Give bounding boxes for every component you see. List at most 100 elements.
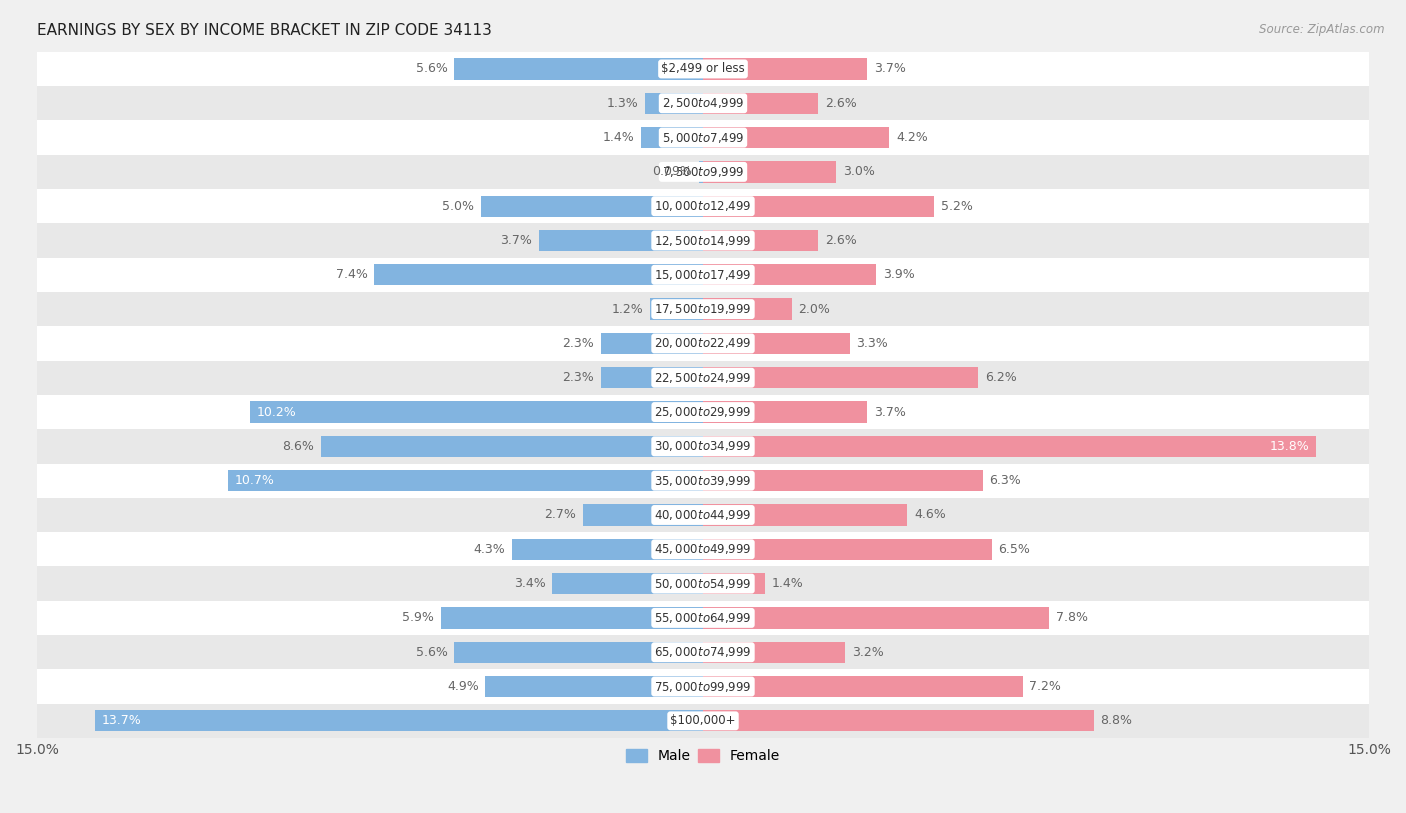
Bar — [650, 298, 703, 320]
Bar — [228, 470, 703, 491]
Bar — [703, 230, 818, 251]
Text: 1.3%: 1.3% — [607, 97, 638, 110]
Bar — [703, 504, 907, 526]
Bar — [454, 641, 703, 663]
Text: 2.6%: 2.6% — [825, 234, 856, 247]
Text: $7,500 to $9,999: $7,500 to $9,999 — [662, 165, 744, 179]
Text: 2.3%: 2.3% — [562, 372, 595, 385]
Bar — [37, 258, 1369, 292]
Text: $10,000 to $12,499: $10,000 to $12,499 — [654, 199, 752, 213]
Bar — [454, 59, 703, 80]
Bar — [703, 264, 876, 285]
Text: $15,000 to $17,499: $15,000 to $17,499 — [654, 267, 752, 282]
Bar — [321, 436, 703, 457]
Bar — [37, 224, 1369, 258]
Bar — [703, 470, 983, 491]
Text: $22,500 to $24,999: $22,500 to $24,999 — [654, 371, 752, 385]
Bar — [37, 429, 1369, 463]
Text: 13.8%: 13.8% — [1270, 440, 1309, 453]
Text: 3.0%: 3.0% — [842, 165, 875, 178]
Bar — [37, 395, 1369, 429]
Text: 6.2%: 6.2% — [986, 372, 1017, 385]
Bar — [703, 333, 849, 354]
Bar — [703, 607, 1049, 628]
Bar — [703, 298, 792, 320]
Text: $17,500 to $19,999: $17,500 to $19,999 — [654, 302, 752, 316]
Text: 0.09%: 0.09% — [652, 165, 692, 178]
Bar — [703, 641, 845, 663]
Bar — [600, 333, 703, 354]
Text: 5.9%: 5.9% — [402, 611, 434, 624]
Bar — [37, 669, 1369, 704]
Text: 6.5%: 6.5% — [998, 543, 1031, 556]
Bar — [641, 127, 703, 148]
Text: 1.4%: 1.4% — [772, 577, 804, 590]
Bar — [703, 402, 868, 423]
Text: $40,000 to $44,999: $40,000 to $44,999 — [654, 508, 752, 522]
Bar — [37, 154, 1369, 189]
Bar — [374, 264, 703, 285]
Bar — [37, 567, 1369, 601]
Text: 8.6%: 8.6% — [283, 440, 315, 453]
Text: $50,000 to $54,999: $50,000 to $54,999 — [654, 576, 752, 590]
Bar — [703, 573, 765, 594]
Text: 7.8%: 7.8% — [1056, 611, 1088, 624]
Bar — [94, 711, 703, 732]
Legend: Male, Female: Male, Female — [620, 744, 786, 769]
Text: $20,000 to $22,499: $20,000 to $22,499 — [654, 337, 752, 350]
Bar — [37, 326, 1369, 361]
Bar — [37, 86, 1369, 120]
Text: 3.3%: 3.3% — [856, 337, 889, 350]
Bar — [600, 367, 703, 389]
Text: 3.7%: 3.7% — [875, 406, 905, 419]
Bar — [699, 161, 703, 182]
Bar — [37, 635, 1369, 669]
Text: $55,000 to $64,999: $55,000 to $64,999 — [654, 611, 752, 625]
Text: $45,000 to $49,999: $45,000 to $49,999 — [654, 542, 752, 556]
Bar — [485, 676, 703, 698]
Bar — [703, 59, 868, 80]
Text: 1.4%: 1.4% — [602, 131, 634, 144]
Text: 4.2%: 4.2% — [896, 131, 928, 144]
Bar — [37, 704, 1369, 738]
Bar — [703, 436, 1316, 457]
Bar — [37, 533, 1369, 567]
Bar — [37, 601, 1369, 635]
Bar — [703, 93, 818, 114]
Text: 3.4%: 3.4% — [513, 577, 546, 590]
Bar — [553, 573, 703, 594]
Bar — [538, 230, 703, 251]
Bar — [37, 189, 1369, 224]
Text: $65,000 to $74,999: $65,000 to $74,999 — [654, 646, 752, 659]
Text: 13.7%: 13.7% — [101, 715, 141, 728]
Text: 5.2%: 5.2% — [941, 200, 973, 213]
Text: 3.7%: 3.7% — [875, 63, 905, 76]
Text: 5.6%: 5.6% — [416, 646, 447, 659]
Text: EARNINGS BY SEX BY INCOME BRACKET IN ZIP CODE 34113: EARNINGS BY SEX BY INCOME BRACKET IN ZIP… — [37, 23, 492, 38]
Bar — [512, 539, 703, 560]
Bar — [703, 676, 1022, 698]
Text: 8.8%: 8.8% — [1101, 715, 1132, 728]
Text: 10.7%: 10.7% — [235, 474, 274, 487]
Text: $5,000 to $7,499: $5,000 to $7,499 — [662, 131, 744, 145]
Text: 3.9%: 3.9% — [883, 268, 914, 281]
Text: $2,500 to $4,999: $2,500 to $4,999 — [662, 96, 744, 111]
Text: 7.4%: 7.4% — [336, 268, 368, 281]
Text: $12,500 to $14,999: $12,500 to $14,999 — [654, 233, 752, 247]
Bar — [37, 498, 1369, 533]
Text: 5.0%: 5.0% — [443, 200, 474, 213]
Text: 7.2%: 7.2% — [1029, 680, 1062, 693]
Bar — [37, 361, 1369, 395]
Text: 2.6%: 2.6% — [825, 97, 856, 110]
Text: 2.7%: 2.7% — [544, 508, 576, 521]
Bar — [37, 120, 1369, 154]
Bar — [703, 127, 890, 148]
Text: 6.3%: 6.3% — [990, 474, 1021, 487]
Bar — [703, 711, 1094, 732]
Bar — [37, 463, 1369, 498]
Text: $100,000+: $100,000+ — [671, 715, 735, 728]
Text: $35,000 to $39,999: $35,000 to $39,999 — [654, 474, 752, 488]
Bar — [703, 367, 979, 389]
Text: $75,000 to $99,999: $75,000 to $99,999 — [654, 680, 752, 693]
Bar — [703, 196, 934, 217]
